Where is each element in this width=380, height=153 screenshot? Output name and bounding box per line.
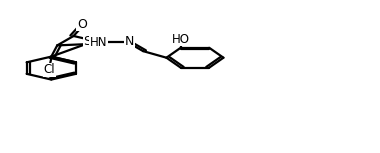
Text: N: N: [125, 35, 135, 48]
Text: HN: HN: [90, 36, 107, 49]
Text: HO: HO: [172, 33, 190, 46]
Text: O: O: [77, 18, 87, 31]
Text: S: S: [84, 35, 92, 48]
Text: Cl: Cl: [44, 63, 55, 76]
